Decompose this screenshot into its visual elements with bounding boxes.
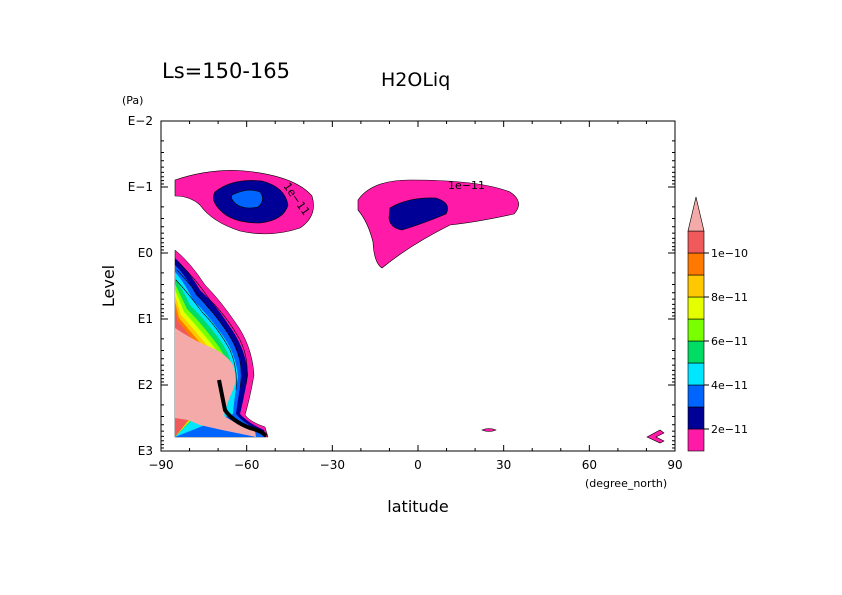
colorbar-segment-7 <box>687 274 705 298</box>
colorbar-tick-label-3: 8e−11 <box>711 291 748 304</box>
colorbar-tick-label-1: 4e−11 <box>711 379 748 392</box>
colorbar-segment-3 <box>687 362 705 386</box>
y-tick-label-4: E2 <box>138 378 153 392</box>
contour-line-polar-1 <box>177 261 248 386</box>
colorbar-segment-5 <box>687 318 705 342</box>
colorbar-segment-9 <box>687 230 705 254</box>
colorbar-segment-2 <box>687 384 705 408</box>
contour-region-polar-max <box>175 328 256 437</box>
x-tick-label-4: 30 <box>496 458 511 472</box>
chart-title: H2OLiq <box>381 69 450 91</box>
contour-region-small-feature-25n <box>481 428 497 432</box>
x-tick-label-1: −60 <box>234 458 259 472</box>
y-tick-label-1: E−1 <box>128 180 153 194</box>
y-axis-units: (Pa) <box>122 94 143 107</box>
y-tick-label-0: E−2 <box>128 114 153 128</box>
x-tick-label-6: 90 <box>667 458 682 472</box>
x-axis: −90 −60 −30 0 30 60 90 <box>148 121 683 472</box>
colorbar-tick-label-0: 2e−11 <box>711 423 748 436</box>
contour-line-polar-3 <box>175 279 237 391</box>
x-axis-label: latitude <box>387 497 448 516</box>
x-tick-label-3: 0 <box>414 458 422 472</box>
y-axis: E−2 E−1 E0 E1 E2 E3 <box>128 114 675 458</box>
y-tick-label-5: E3 <box>138 444 153 458</box>
colorbar-tick-label-4: 1e−10 <box>711 247 748 260</box>
chart-subtitle: Ls=150-165 <box>162 59 290 83</box>
x-tick-label-2: −30 <box>320 458 345 472</box>
x-axis-units: (degree_north) <box>585 477 667 490</box>
colorbar-segment-6 <box>687 296 705 320</box>
contour-label-right: 1e−11 <box>448 179 485 192</box>
contour-fills <box>174 170 665 444</box>
contour-region-small-feature-85n <box>646 429 665 444</box>
y-tick-label-2: E0 <box>138 246 153 260</box>
contour-region-right-cloud-2e-11 <box>388 197 448 231</box>
y-axis-label: Level <box>99 265 118 307</box>
colorbar-tick-label-2: 6e−11 <box>711 335 748 348</box>
colorbar-extend-triangle <box>687 196 705 232</box>
contour-region-right-cloud-outer <box>357 179 519 269</box>
colorbar-segment-4 <box>687 340 705 364</box>
colorbar: 2e−11 4e−11 6e−11 8e−11 1e−10 <box>687 196 748 452</box>
y-tick-label-3: E1 <box>138 312 153 326</box>
colorbar-segment-0 <box>687 428 705 452</box>
contour-line-polar-2 <box>176 269 242 389</box>
contour-line-bundle <box>217 379 268 438</box>
colorbar-segment-1 <box>687 406 705 430</box>
contour-region-left-cloud-3e-11 <box>231 189 263 209</box>
colorbar-segment-8 <box>687 252 705 276</box>
x-tick-label-0: −90 <box>148 458 173 472</box>
x-tick-label-5: 60 <box>582 458 597 472</box>
